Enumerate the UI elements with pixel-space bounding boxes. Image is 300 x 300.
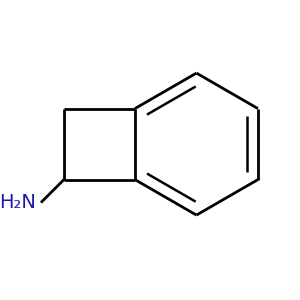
Text: H₂N: H₂N: [0, 193, 37, 212]
